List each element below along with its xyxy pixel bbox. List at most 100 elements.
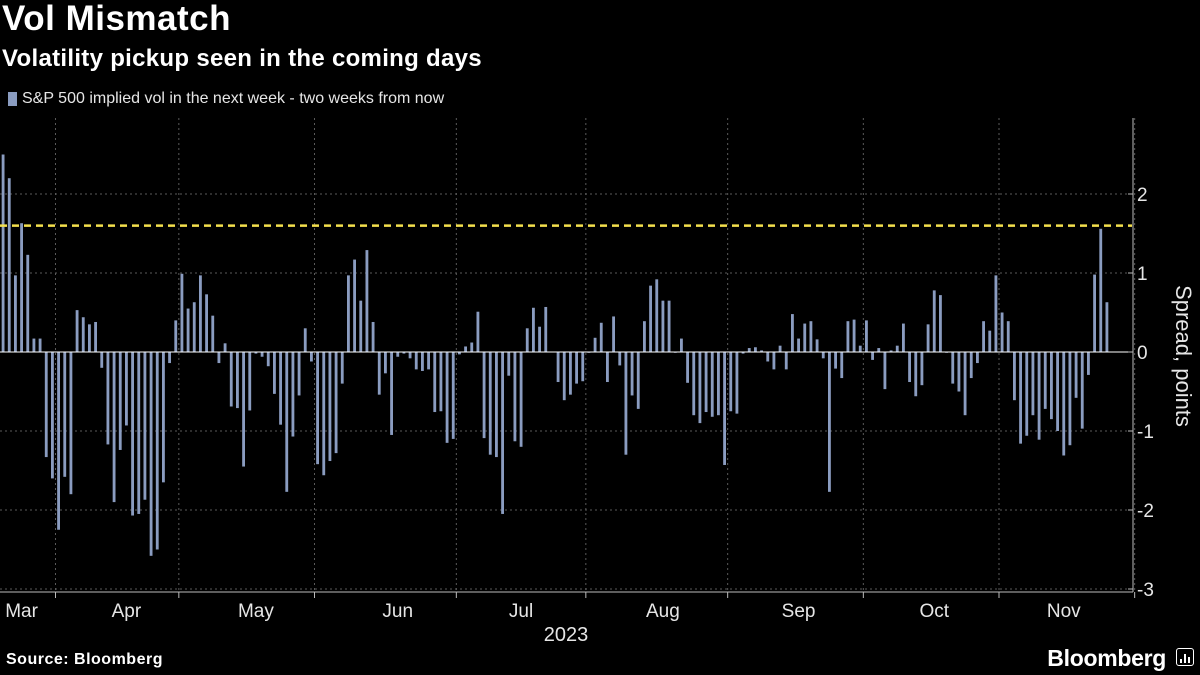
bar	[223, 343, 227, 352]
bar	[433, 352, 437, 413]
bar	[291, 352, 295, 437]
bar	[815, 339, 819, 352]
bar	[334, 352, 338, 454]
bar	[106, 352, 110, 445]
x-tick-label: Sep	[782, 601, 816, 622]
bar	[38, 338, 42, 352]
bar	[1062, 352, 1066, 456]
bar	[704, 352, 708, 413]
bar	[408, 352, 412, 359]
bar	[525, 328, 529, 352]
bar	[501, 352, 505, 514]
bar	[451, 352, 455, 439]
bar	[686, 352, 690, 383]
bar	[192, 302, 196, 352]
bar	[988, 330, 992, 352]
bar	[285, 352, 289, 492]
bloomberg-chart-icon	[1176, 648, 1194, 666]
bar	[316, 352, 320, 465]
bar	[1099, 228, 1103, 352]
bar	[605, 352, 609, 383]
bar	[895, 345, 899, 352]
bar	[821, 352, 825, 359]
bar	[371, 321, 375, 352]
bar	[149, 352, 153, 556]
x-axis-label: 2023	[544, 624, 589, 646]
bar	[260, 352, 264, 357]
bar	[309, 352, 313, 362]
bar	[377, 352, 381, 395]
bar	[723, 352, 727, 465]
bar	[1074, 352, 1078, 398]
bar	[445, 352, 449, 443]
bar	[778, 345, 782, 352]
bar	[667, 300, 671, 352]
bar	[624, 352, 628, 455]
bar	[581, 352, 585, 382]
bar	[57, 352, 61, 530]
bar	[760, 350, 764, 352]
chart-subtitle: Volatility pickup seen in the coming day…	[2, 45, 482, 72]
bar	[1037, 352, 1041, 440]
bar	[303, 328, 307, 352]
bar	[242, 352, 246, 467]
bar	[488, 352, 492, 455]
bar	[402, 352, 406, 354]
bar	[94, 321, 98, 352]
bar	[969, 352, 973, 379]
y-tick-label: -3	[1137, 580, 1154, 601]
bar	[772, 352, 776, 370]
bar	[840, 352, 844, 379]
bar	[926, 324, 930, 352]
bar	[630, 352, 634, 396]
bar	[562, 352, 566, 401]
bar	[205, 294, 209, 352]
bar	[180, 273, 184, 352]
bar	[353, 259, 357, 352]
bar	[692, 352, 696, 416]
bar	[957, 352, 961, 392]
bar	[790, 314, 794, 352]
bar	[279, 352, 283, 425]
bar	[297, 352, 301, 396]
bar	[1068, 352, 1072, 446]
bar	[124, 352, 128, 426]
bar	[1093, 274, 1097, 352]
bar	[50, 352, 54, 479]
bar	[118, 352, 122, 450]
bar	[235, 352, 239, 409]
axes	[0, 118, 1136, 598]
bar	[883, 352, 887, 390]
bar	[636, 352, 640, 409]
bar	[1012, 352, 1016, 401]
x-tick-label: Nov	[1047, 601, 1081, 622]
bar	[661, 300, 665, 352]
bar	[7, 178, 11, 352]
bar	[618, 352, 622, 366]
bar	[507, 352, 511, 376]
legend-label: S&P 500 implied vol in the next week - t…	[22, 90, 445, 107]
bar	[32, 338, 36, 352]
bar	[908, 352, 912, 383]
y-tick-label: 2	[1137, 185, 1148, 206]
bar	[1056, 352, 1060, 431]
bar	[383, 352, 387, 374]
horizontal-gridlines	[0, 193, 1132, 590]
bar	[1105, 302, 1109, 352]
bar	[575, 352, 579, 384]
bar	[747, 348, 751, 352]
bar	[211, 315, 215, 352]
bar	[457, 352, 461, 355]
bar	[155, 352, 159, 550]
bar	[871, 352, 875, 360]
bar	[322, 352, 326, 476]
bar	[519, 352, 523, 447]
bar	[168, 352, 172, 364]
bar	[494, 352, 498, 458]
bar	[901, 323, 905, 352]
bar	[963, 352, 967, 416]
bar	[346, 275, 350, 352]
bar	[439, 352, 443, 412]
legend: S&P 500 implied vol in the next week - t…	[8, 90, 444, 108]
